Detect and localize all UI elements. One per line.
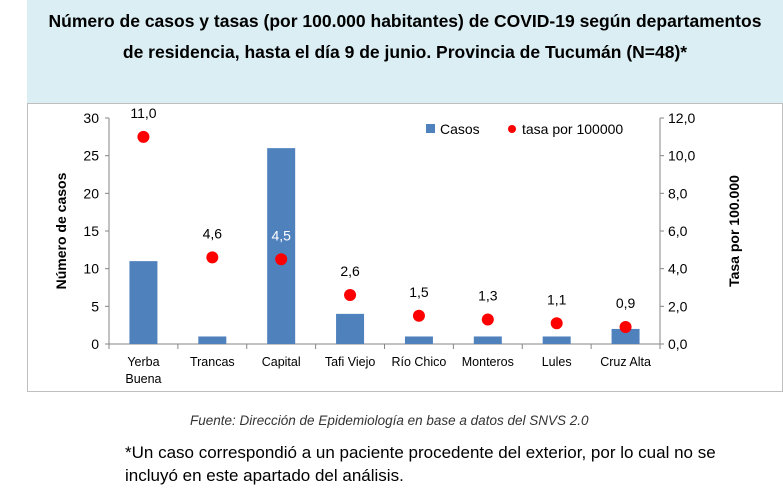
bar-casos	[198, 336, 227, 344]
title-box: Número de casos y tasas (por 100.000 hab…	[27, 0, 783, 103]
data-label-tasa: 1,5	[409, 284, 429, 300]
data-label-tasa: 4,5	[271, 227, 291, 243]
source-note: Fuente: Dirección de Epidemiología en ba…	[190, 413, 589, 428]
data-label-tasa: 1,1	[547, 291, 567, 307]
bar-casos	[542, 336, 571, 344]
point-tasa	[137, 130, 150, 143]
x-tick-label: Buena	[125, 372, 161, 386]
x-tick-label: Monteros	[462, 355, 514, 369]
point-tasa	[550, 317, 563, 330]
point-tasa	[344, 289, 357, 302]
legend-swatch-tasa	[508, 125, 516, 133]
legend-label-tasa: tasa por 100000	[522, 121, 623, 137]
point-tasa	[206, 251, 219, 264]
data-label-tasa: 2,6	[340, 263, 360, 279]
y-tick-label: 5	[91, 298, 99, 314]
chart-svg: 0 5 10 15 20 25 30 0,0 2,0 4,0 6,0 8,0 10,0 12,0 Yerba…	[53, 105, 742, 386]
bar-casos	[336, 313, 365, 344]
point-tasa	[481, 313, 494, 326]
data-label-tasa: 4,6	[203, 225, 223, 241]
x-tick-label: Lules	[542, 355, 572, 369]
y-tick-label: 10	[83, 261, 99, 277]
bar-casos	[267, 148, 296, 344]
legend-label-casos: Casos	[440, 121, 480, 137]
chart-area: 0 5 10 15 20 25 30 0,0 2,0 4,0 6,0 8,0 10,0 12,0 Yerba…	[27, 103, 783, 392]
point-tasa	[619, 321, 632, 334]
y-tick-label: 0	[91, 336, 99, 352]
point-tasa	[412, 309, 425, 322]
bar-casos	[611, 328, 640, 344]
y-tick-label: 30	[83, 110, 99, 126]
y2-tick-label: 10,0	[668, 148, 695, 164]
y-tick-label: 25	[83, 148, 99, 164]
y2-tick-label: 8,0	[668, 185, 688, 201]
y-tick-label: 15	[83, 223, 99, 239]
point-tasa	[275, 253, 288, 266]
bar-casos	[404, 336, 433, 344]
y2-tick-label: 0,0	[668, 336, 688, 352]
y2-tick-label: 6,0	[668, 223, 688, 239]
bar-casos	[473, 336, 502, 344]
y2-tick-label: 4,0	[668, 261, 688, 277]
x-tick-label: Trancas	[190, 355, 235, 369]
data-label-tasa: 0,9	[616, 295, 636, 311]
x-tick-label: Cruz Alta	[600, 355, 651, 369]
y-tick-label: 20	[83, 185, 99, 201]
data-label-tasa: 1,3	[478, 288, 498, 304]
y-axis-title: Número de casos	[53, 172, 69, 289]
bar-casos	[129, 261, 158, 344]
chart-title: Número de casos y tasas (por 100.000 hab…	[48, 11, 762, 62]
x-tick-label: Río Chico	[391, 355, 446, 369]
y2-tick-label: 12,0	[668, 110, 695, 126]
footnote: *Un caso correspondió a un paciente proc…	[125, 443, 716, 485]
data-label-tasa: 11,0	[130, 105, 156, 121]
y2-axis-title: Tasa por 100.000	[726, 175, 742, 287]
legend-swatch-casos	[426, 124, 435, 133]
y2-tick-label: 2,0	[668, 298, 688, 314]
x-tick-label: Yerba	[127, 355, 159, 369]
x-tick-label: Tafi Viejo	[325, 355, 376, 369]
x-tick-label: Capital	[262, 355, 301, 369]
